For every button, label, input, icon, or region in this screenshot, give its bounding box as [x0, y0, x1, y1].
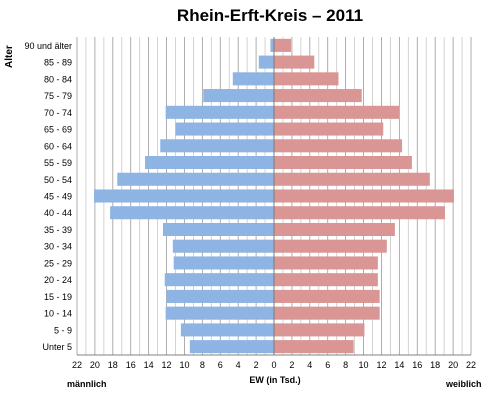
bar-female: [274, 89, 362, 103]
bar-male: [175, 122, 274, 136]
category-label: 35 - 39: [44, 225, 72, 235]
x-tick-label: 6: [325, 360, 330, 370]
category-label: 70 - 74: [44, 108, 72, 118]
x-tick-label: 8: [200, 360, 205, 370]
category-label: 25 - 29: [44, 258, 72, 268]
x-tick-label: 0: [271, 360, 276, 370]
category-label: 10 - 14: [44, 309, 72, 319]
category-label: 40 - 44: [44, 208, 72, 218]
bar-male: [270, 38, 274, 52]
x-tick-label: 4: [236, 360, 241, 370]
x-tick-label: 2: [254, 360, 259, 370]
category-label: 80 - 84: [44, 74, 72, 84]
bar-male: [162, 222, 274, 237]
x-tick-label: 8: [343, 360, 348, 370]
x-tick-label: 10: [359, 360, 369, 370]
category-label: 20 - 24: [44, 275, 72, 285]
category-label: 50 - 54: [44, 175, 72, 185]
x-tick-labels: 22 20 18 16 14 12 10 8 6 4 2 0 2 4 6 8 10 12 14 16 18 20 22: [72, 360, 476, 370]
x-axis-label: EW (in Tsd.): [249, 375, 301, 385]
bar-female: [274, 222, 395, 237]
category-label: 55 - 59: [44, 158, 72, 168]
x-tick-label: 16: [412, 360, 422, 370]
x-tick-label: 14: [144, 360, 154, 370]
bar-female: [274, 189, 454, 203]
category-label: 30 - 34: [44, 242, 72, 252]
x-tick-label: 14: [394, 360, 404, 370]
bar-female: [274, 273, 378, 287]
bar-female: [274, 55, 315, 69]
bar-male: [94, 189, 274, 203]
x-tick-label: 18: [430, 360, 440, 370]
bar-female: [274, 122, 384, 136]
category-label: 75 - 79: [44, 91, 72, 101]
bar-male: [203, 89, 274, 103]
bar-male: [232, 72, 274, 86]
category-label: 60 - 64: [44, 141, 72, 151]
x-tick-label: 6: [218, 360, 223, 370]
x-tick-label: 10: [179, 360, 189, 370]
bar-female: [274, 289, 380, 303]
x-tick-label: 12: [376, 360, 386, 370]
bar-female: [274, 256, 378, 270]
female-label: weiblich: [446, 379, 482, 389]
x-tick-label: 4: [307, 360, 312, 370]
x-tick-label: 22: [466, 360, 476, 370]
x-tick-label: 22: [72, 360, 82, 370]
bar-male: [164, 273, 274, 287]
bar-male: [172, 239, 274, 253]
bar-female: [274, 306, 380, 320]
x-tick-label: 20: [448, 360, 458, 370]
bar-female: [274, 239, 387, 253]
bar-female: [274, 139, 403, 153]
x-tick-label: 12: [162, 360, 172, 370]
x-tick-label: 16: [126, 360, 136, 370]
bar-male: [110, 206, 274, 220]
bar-male: [258, 55, 274, 69]
bars: [94, 37, 454, 355]
bar-male: [180, 323, 274, 337]
category-label: 45 - 49: [44, 192, 72, 202]
bar-female: [274, 172, 430, 186]
category-label: 65 - 69: [44, 125, 72, 135]
bar-female: [274, 38, 292, 52]
bar-male: [189, 340, 274, 354]
bar-male: [160, 139, 274, 153]
bar-female: [274, 340, 354, 354]
bar-male: [145, 155, 274, 170]
x-tick-label: 2: [289, 360, 294, 370]
bar-male: [166, 289, 274, 303]
category-label: 85 - 89: [44, 58, 72, 68]
x-tick-label: 20: [90, 360, 100, 370]
category-label: 15 - 19: [44, 292, 72, 302]
bar-female: [274, 323, 365, 337]
bar-male: [165, 105, 274, 119]
category-label: 90 und älter: [24, 41, 72, 51]
male-label: männlich: [67, 379, 107, 389]
chart-title: Rhein-Erft-Kreis – 2011: [176, 6, 364, 25]
bar-male: [165, 306, 274, 320]
bar-female: [274, 155, 412, 170]
category-labels: 90 und älter 85 - 89 80 - 84 75 - 79 70 - 74…: [24, 41, 72, 352]
category-label: 5 - 9: [54, 325, 72, 335]
bar-female: [274, 105, 400, 119]
bar-male: [173, 256, 274, 270]
x-tick-label: 18: [108, 360, 118, 370]
category-label: Unter 5: [42, 342, 72, 352]
bar-female: [274, 206, 446, 220]
bar-female: [274, 72, 339, 86]
bar-male: [117, 172, 274, 186]
